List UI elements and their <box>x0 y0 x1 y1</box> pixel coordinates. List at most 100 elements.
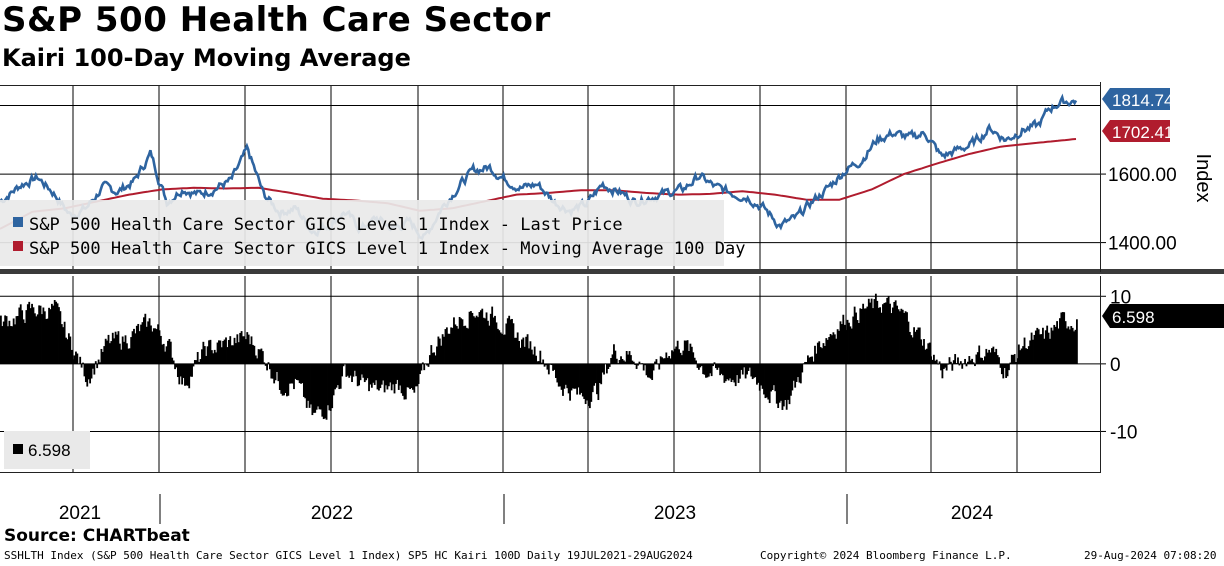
price-ytick-label: 1400.00 <box>1108 234 1177 255</box>
kairi-bar <box>281 363 284 396</box>
kairi-bar <box>426 363 428 366</box>
kairi-bar <box>656 363 659 365</box>
kairi-bar <box>264 363 267 366</box>
kairi-bar <box>511 318 513 364</box>
kairi-bar <box>702 363 705 375</box>
kairi-bar <box>215 352 218 364</box>
kairi-bar <box>283 363 285 396</box>
kairi-bar <box>601 363 604 373</box>
kairi-bar <box>8 320 11 364</box>
ma-legend-label: S&P 500 Health Care Sector GICS Level 1 … <box>29 239 745 259</box>
kairi-bar <box>882 304 884 364</box>
kairi-bar <box>988 349 991 364</box>
kairi-bar <box>818 341 821 364</box>
kairi-bar <box>438 338 441 364</box>
kairi-bar <box>454 324 457 364</box>
kairi-bar <box>734 363 737 387</box>
kairi-bar <box>966 361 969 364</box>
kairi-bar <box>318 363 321 410</box>
price-last-value-badge: 1814.74 <box>1102 88 1173 110</box>
x-axis-label: 2024 <box>951 503 994 524</box>
kairi-bar <box>557 363 560 387</box>
kairi-bar <box>975 354 978 364</box>
kairi-bar <box>862 303 865 364</box>
kairi-bar <box>79 356 82 364</box>
kairi-bar <box>644 363 646 366</box>
kairi-bar <box>331 363 334 409</box>
kairi-bar <box>576 363 579 395</box>
kairi-bar <box>216 342 219 364</box>
kairi-bar <box>397 363 400 390</box>
kairi-bar <box>227 340 230 364</box>
kairi-bar <box>203 346 206 364</box>
kairi-bar <box>717 363 720 368</box>
kairi-bar <box>182 363 185 378</box>
kairi-bar <box>532 354 535 364</box>
kairi-bar <box>586 363 588 401</box>
kairi-bar <box>109 343 111 364</box>
kairi-bar <box>198 361 201 364</box>
kairi-bar <box>1026 349 1029 364</box>
kairi-bar <box>833 334 836 364</box>
kairi-bar <box>417 363 420 384</box>
kairi-bar <box>972 362 975 364</box>
kairi-bar <box>855 312 857 364</box>
panel-divider[interactable] <box>0 269 1224 274</box>
kairi-bar <box>1039 334 1042 364</box>
kairi-bar <box>683 340 686 364</box>
kairi-bar <box>389 363 392 383</box>
kairi-bar <box>50 303 53 364</box>
kairi-bar <box>135 325 138 364</box>
kairi-bar <box>113 338 116 364</box>
kairi-bar <box>884 302 887 364</box>
kairi-bar <box>410 363 413 389</box>
kairi-bar <box>169 341 172 364</box>
kairi-bar <box>777 363 780 409</box>
kairi-bar <box>624 361 627 364</box>
kairi-bar <box>310 363 312 405</box>
kairi-bar <box>768 363 771 404</box>
kairi-bar <box>116 334 118 364</box>
kairi-bar <box>961 363 964 369</box>
kairi-bar <box>209 339 212 364</box>
kairi-bar <box>120 349 123 364</box>
kairi-bar <box>828 337 831 364</box>
kairi-bar <box>508 315 511 364</box>
kairi-bar <box>879 307 882 364</box>
kairi-bar <box>899 311 901 364</box>
kairi-bar <box>477 317 479 364</box>
kairi-bar <box>244 339 247 364</box>
kairi-bar <box>392 363 394 385</box>
kairi-bar <box>571 363 574 389</box>
kairi-bar <box>581 363 584 397</box>
kairi-bar <box>199 359 202 364</box>
kairi-bar <box>780 363 782 401</box>
kairi-bar <box>613 344 615 364</box>
kairi-bar <box>546 363 549 370</box>
kairi-bar <box>897 309 900 364</box>
kairi-bar <box>356 363 359 387</box>
kairi-bar <box>995 348 998 364</box>
price-legend-swatch <box>13 217 23 227</box>
kairi-bar <box>765 363 768 398</box>
kairi-bar <box>1074 329 1077 364</box>
kairi-bar <box>1060 312 1063 364</box>
kairi-bar <box>505 323 508 364</box>
kairi-bar <box>222 340 225 364</box>
kairi-bar <box>358 363 361 386</box>
kairi-bar <box>84 363 87 383</box>
kairi-bar <box>14 324 16 364</box>
kairi-bar <box>801 363 804 373</box>
kairi-bar <box>489 313 492 364</box>
kairi-bar <box>33 313 36 364</box>
kairi-bar <box>128 348 131 364</box>
kairi-bar <box>539 350 542 364</box>
price-legend-label: S&P 500 Health Care Sector GICS Level 1 … <box>29 215 623 235</box>
kairi-bar <box>740 363 743 370</box>
kairi-bar <box>620 356 622 364</box>
kairi-bar <box>1033 334 1036 364</box>
kairi-bar <box>90 363 93 379</box>
kairi-bar <box>106 340 108 364</box>
kairi-bar <box>750 363 753 377</box>
kairi-bar <box>314 363 317 413</box>
